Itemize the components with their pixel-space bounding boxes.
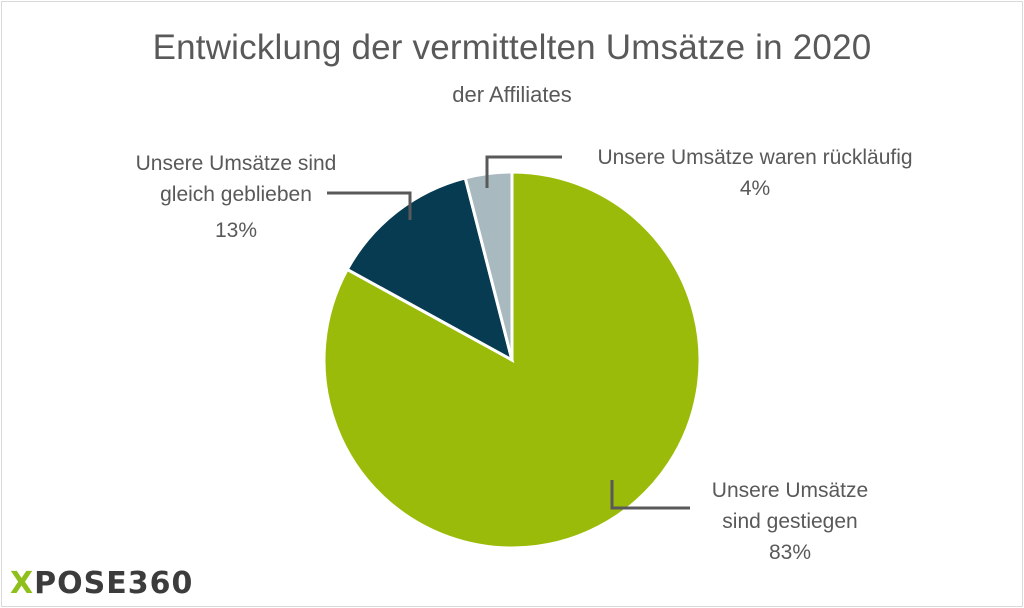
data-label-value: 13% (215, 219, 257, 242)
data-label-category: Unsere Umsätze sind (136, 152, 337, 175)
data-label-value: 83% (769, 541, 811, 564)
leader-line (485, 155, 562, 188)
data-label-category: gleich geblieben (160, 183, 312, 206)
slice-gleich-geblieben (345, 176, 515, 363)
data-label-value: 4% (740, 177, 770, 200)
chart-title: Entwicklung der vermittelten Umsätze in … (152, 28, 872, 67)
chart-subtitle: der Affiliates (452, 82, 572, 107)
leader-line (327, 191, 412, 220)
leader-line (610, 480, 690, 510)
xpose360-logo: XPOSE360 (10, 566, 194, 601)
data-label-category: Unsere Umsätze (712, 479, 868, 502)
data-label-category: Unsere Umsätze waren rückläufig (597, 146, 912, 169)
data-label-category: sind gestiegen (722, 510, 857, 533)
